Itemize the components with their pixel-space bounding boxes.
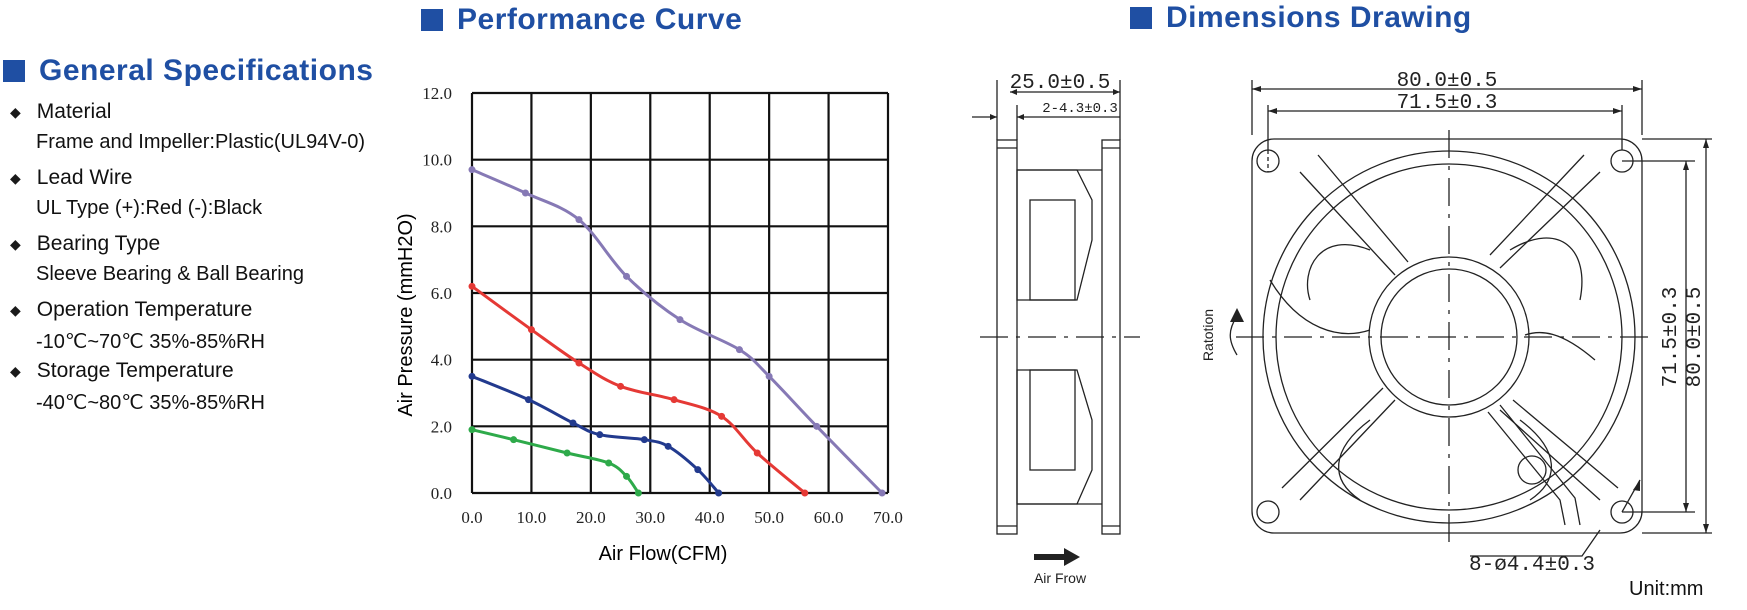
dimensions-drawing-title: Dimensions Drawing [1130,1,1472,35]
vertical-outer-dimension: 80.0±0.5 [1684,287,1707,388]
spec-item-bearing-type: ◆ Bearing Type Sleeve Bearing & Ball Bear… [10,232,390,298]
y-tick-label: 8.0 [431,217,452,236]
y-tick-label: 0.0 [431,484,452,503]
fan-side-view [972,80,1140,535]
series-point [575,216,583,224]
performance-curve-title: Performance Curve [421,3,742,37]
diamond-bullet-icon: ◆ [10,103,21,120]
mounting-holes-dimension: 8-ø4.4±0.3 [1469,554,1595,577]
spec-value: -10℃~70℃ 35%-85%RH [36,331,265,353]
x-tick-label: 40.0 [695,508,725,527]
series-point [694,466,702,474]
series-point [605,459,613,467]
x-tick-label: 0.0 [461,508,482,527]
rotation-arrow-icon [1230,308,1244,322]
general-specifications-label: General Specifications [39,54,374,87]
spec-list: ◆ Material Frame and Impeller:Plastic(UL9… [10,100,390,425]
y-tick-label: 6.0 [431,284,452,303]
series-point [524,396,532,404]
spec-item-storage-temperature: ◆ Storage Temperature -40℃~80℃ 35%-85%RH [10,359,390,425]
spec-item-lead-wire: ◆ Lead Wire UL Type (+):Red (-):Black [10,166,390,232]
series-point [521,189,529,197]
series-point [670,396,678,404]
title-square-icon [3,60,25,82]
spec-value: Frame and Impeller:Plastic(UL94V-0) [36,131,366,153]
series-point [623,272,631,280]
series-point [753,449,761,457]
fan-front-view [1229,80,1712,557]
front-outer-dimension: 80.0±0.5 [1397,70,1498,93]
series-point [718,412,726,420]
series-point [765,372,773,380]
series-line-0 [471,168,884,495]
y-tick-label: 4.0 [431,351,452,370]
series-point [617,382,625,390]
dimensions-drawing-label: Dimensions Drawing [1166,1,1472,34]
series-point [468,372,476,380]
x-tick-label: 20.0 [576,508,606,527]
series-point [735,346,743,354]
spec-value: UL Type (+):Red (-):Black [36,197,263,219]
side-width-dimension: 25.0±0.5 [1010,72,1111,95]
series-point [715,489,723,497]
chart-grid [470,91,890,495]
x-tick-label: 10.0 [517,508,547,527]
series-point [468,426,476,434]
y-tick-label: 12.0 [422,84,452,103]
spec-label: Operation Temperature [36,298,253,321]
series-point [664,442,672,450]
series-line-2 [471,374,720,494]
series-point [569,419,577,427]
chart-series [468,166,886,497]
x-tick-label: 70.0 [873,508,903,527]
series-point [468,282,476,290]
spec-item-operation-temperature: ◆ Operation Temperature -10℃~70℃ 35%-85%R… [10,298,390,359]
series-line-1 [471,285,806,495]
series-point [878,489,886,497]
unit-label: Unit:mm [1629,578,1704,600]
series-point [596,431,604,439]
series-point [801,489,809,497]
airflow-arrow-icon [1034,548,1080,566]
series-point [563,449,571,457]
diamond-bullet-icon: ◆ [10,301,21,318]
y-tick-label: 2.0 [431,417,452,436]
series-point [813,422,821,430]
series-point [676,316,684,324]
series-point [575,359,583,367]
spec-item-material: ◆ Material Frame and Impeller:Plastic(UL9… [10,100,390,166]
series-point [623,472,631,480]
x-axis-label: Air Flow(CFM) [599,543,728,565]
spec-label: Bearing Type [36,232,161,255]
spec-label: Lead Wire [36,166,133,189]
x-tick-label: 50.0 [754,508,784,527]
airflow-label: Air Frow [1034,570,1087,586]
rotation-label: Ratotion [1200,309,1216,361]
title-square-icon [421,9,443,31]
front-hole-pitch-dimension: 71.5±0.3 [1397,92,1498,115]
x-tick-label: 30.0 [635,508,665,527]
series-point [527,326,535,334]
y-axis-label: Air Pressure (mmH2O) [395,213,417,416]
side-rib-dimension: 2-4.3±0.3 [1042,101,1118,117]
performance-curve-label: Performance Curve [457,3,743,36]
series-point [640,436,648,444]
x-tick-label: 60.0 [814,508,844,527]
series-line-3 [471,428,640,494]
vertical-pitch-dimension: 71.5±0.3 [1660,287,1683,388]
spec-value: -40℃~80℃ 35%-85%RH [36,392,265,414]
chart-ticks: 0.0 10.0 20.0 30.0 40.0 50.0 60.0 70.0 0.0 2.0 4.0… [422,84,903,527]
y-tick-label: 10.0 [422,151,452,170]
spec-label: Material [36,100,112,123]
spec-label: Storage Temperature [36,359,234,382]
diamond-bullet-icon: ◆ [10,362,21,379]
diamond-bullet-icon: ◆ [10,235,21,252]
series-point [510,436,518,444]
series-point [468,166,476,174]
diamond-bullet-icon: ◆ [10,169,21,186]
title-square-icon [1130,7,1152,29]
spec-value: Sleeve Bearing & Ball Bearing [36,263,304,285]
series-point [634,489,642,497]
general-specifications-title: General Specifications [3,54,373,88]
